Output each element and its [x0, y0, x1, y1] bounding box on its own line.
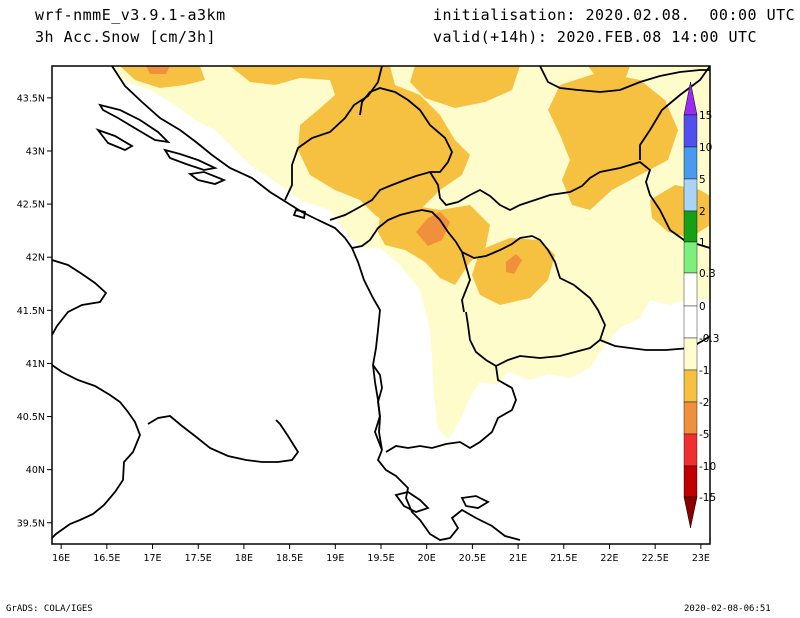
coast-and-borders [52, 66, 710, 541]
colorbar-swatch [683, 114, 698, 148]
colorbar-label: -15 [699, 492, 716, 504]
y-tick-label: 40N [26, 465, 45, 476]
border-serbia [429, 161, 661, 212]
colorbar-label: 0.3 [699, 268, 716, 280]
greece-coastline [376, 449, 521, 541]
colorbar-label: -5 [699, 429, 709, 441]
colorbar-bottom-arrow [683, 496, 698, 529]
colorbar-swatch [683, 178, 698, 212]
border-romania [539, 66, 710, 93]
x-axis: 16E 16.5E 17E 17.5E 18E 18.5E 19E 19.5E 20E 20.5E… [52, 544, 710, 564]
y-tick-label: 41.5N [17, 306, 45, 317]
y-tick-label: 43N [26, 146, 45, 157]
colorbar-label: 1 [699, 237, 706, 249]
colorbar-swatch [683, 210, 698, 243]
snow-area-medium [120, 66, 710, 305]
y-axis: 43.5N 43N 42.5N 42N 41.5N 41N 40.5N 40N 39.5N [17, 93, 52, 529]
x-tick-label: 19E [326, 553, 344, 564]
snow-area-heavy [146, 66, 522, 274]
y-tick-label: 39.5N [17, 518, 45, 529]
colorbar-swatch [683, 369, 698, 403]
field-title: 3h Acc.Snow [cm/3h] [35, 28, 217, 46]
island-5 [292, 208, 307, 220]
x-tick-label: 20E [418, 553, 436, 564]
y-tick-label: 42.5N [17, 200, 45, 211]
x-tick-label: 20.5E [459, 553, 486, 564]
x-tick-label: 18.5E [276, 553, 303, 564]
x-tick-label: 23E [692, 553, 710, 564]
colorbar-swatch [683, 433, 698, 467]
y-tick-label: 42N [26, 253, 45, 264]
border-montenegro [329, 87, 453, 221]
x-tick-label: 19.5E [367, 553, 394, 564]
island-2 [95, 128, 134, 151]
colorbar-swatch [683, 337, 698, 371]
colorbar-swatch [683, 146, 698, 180]
colorbar-swatch [683, 305, 698, 339]
colorbar-label: 2 [699, 206, 706, 218]
italy-coastline [52, 259, 300, 539]
x-tick-label: 17E [143, 553, 161, 564]
grads-credit: GrADS: COLA/IGES [6, 604, 93, 614]
snowfall-field [112, 66, 710, 440]
model-title: wrf-nmmE_v3.9.1-a3km [35, 6, 226, 24]
island-1 [98, 103, 171, 144]
colorbar-label: 0 [699, 301, 706, 313]
x-tick-label: 21E [509, 553, 527, 564]
colorbar-label: 5 [699, 174, 706, 186]
border-albania-greece [372, 364, 517, 453]
plot-timestamp: 2020-02-08-06:51 [684, 604, 771, 614]
colorbar-swatch [683, 272, 698, 307]
y-tick-label: 40.5N [17, 412, 45, 423]
y-tick-label: 43.5N [17, 93, 45, 104]
x-tick-label: 21.5E [550, 553, 577, 564]
x-tick-label: 18E [235, 553, 253, 564]
colorbar-label: -10 [699, 461, 716, 473]
colorbar-label: 10 [699, 142, 712, 154]
x-tick-label: 16E [52, 553, 70, 564]
colorbar-swatch [683, 241, 698, 274]
colorbar-legend: 15 10 5 2 1 0.3 0 -0.3 -1 -2 -5 -10 -15 [683, 81, 720, 529]
colorbar-label: -2 [699, 397, 709, 409]
valid-time: valid(+14h): 2020.FEB.08 14:00 UTC [433, 28, 758, 46]
colorbar-label: -1 [699, 365, 709, 377]
x-tick-label: 22.5E [642, 553, 669, 564]
x-tick-label: 17.5E [185, 553, 212, 564]
init-time: initialisation: 2020.02.08. 00:00 UTC [433, 6, 796, 24]
colorbar-swatch [683, 465, 698, 498]
colorbar-label: -0.3 [699, 333, 720, 345]
colorbar-label: 15 [699, 110, 712, 122]
x-tick-label: 16.5E [93, 553, 120, 564]
colorbar-swatch [683, 401, 698, 435]
island-3 [163, 148, 218, 171]
x-tick-label: 22E [600, 553, 618, 564]
croatia-coastline [111, 66, 383, 451]
border-kosovo [351, 209, 471, 313]
y-tick-label: 41N [26, 359, 45, 370]
island-4 [187, 171, 227, 185]
border-north-macedonia [461, 235, 606, 368]
